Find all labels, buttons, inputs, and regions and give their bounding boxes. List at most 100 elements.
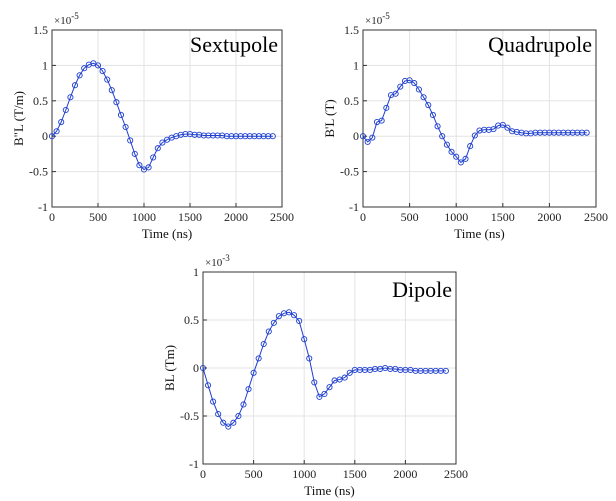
sextupole-point-24	[159, 139, 166, 146]
dipole-ytick-label-1: -0.5	[180, 409, 199, 423]
sextupole-xtick-label-4: 2000	[224, 210, 248, 224]
dipole-point-18	[291, 312, 298, 319]
dipole-point-10	[250, 369, 257, 376]
dipole-point-15	[275, 313, 282, 320]
quadrupole-ytick-label-4: 1	[353, 58, 359, 72]
dipole-series-line	[202, 311, 446, 428]
sextupole-xtick-label-5: 2500	[270, 210, 294, 224]
sextupole-point-32	[196, 131, 203, 138]
quadrupole-ytick-label-1: -0.5	[340, 165, 359, 179]
dipole-point-21	[306, 355, 313, 362]
quadrupole-point-40	[546, 129, 553, 136]
quadrupole-point-18	[443, 141, 450, 148]
sextupole-multiplier: ×10-5	[54, 11, 79, 27]
quadrupole-point-48	[583, 129, 590, 136]
sextupole-ytick-label-3: 0.5	[33, 94, 48, 108]
quadrupole-series	[359, 77, 590, 166]
dipole-ytick-label-3: 0.5	[184, 313, 199, 327]
sextupole-ytick-label-1: -0.5	[29, 165, 48, 179]
sextupole-point-10	[94, 62, 102, 69]
quadrupole-point-45	[569, 129, 576, 136]
sextupole-point-15	[117, 111, 125, 119]
sextupole-point-0	[48, 133, 56, 140]
sextupole-ytick-label-4: 1	[42, 58, 48, 72]
quadrupole-ticks: 0 500 1000 1500 2000 2500 -1 -0.5 0 0.5 1 1.5	[340, 23, 608, 224]
dipole-point-25	[326, 384, 333, 391]
quadrupole-xtick-label-4: 2000	[537, 210, 561, 224]
quadrupole-point-22	[462, 155, 469, 162]
sextupole-point-37	[219, 132, 226, 139]
quadrupole-point-39	[541, 129, 548, 136]
sextupole-point-7	[81, 65, 88, 72]
dipole-xtick-label-1: 500	[245, 467, 263, 481]
quadrupole-point-47	[578, 129, 586, 136]
quadrupole-series-line	[362, 79, 587, 164]
dipole-panel: 0 500 1000 1500 2000 2500 -1 -0.5 0 0.5 1 Dipole T…	[162, 253, 468, 498]
dipole-point-0	[199, 364, 207, 372]
sextupole-ylabel: B"L (T/m)	[11, 91, 26, 146]
dipole-xtick-label-5: 2500	[444, 467, 468, 481]
quadrupole-point-44	[564, 129, 572, 136]
dipole-point-4	[220, 419, 227, 426]
dipole-multiplier-exp: -3	[222, 253, 230, 263]
sextupole-point-35	[209, 132, 217, 139]
quadrupole-point-37	[532, 129, 539, 136]
quadrupole-point-46	[574, 129, 581, 136]
sextupole-point-12	[104, 76, 111, 83]
dipole-multiplier-base: ×10	[205, 257, 223, 269]
sextupole-point-39	[228, 133, 235, 140]
quadrupole-point-17	[439, 133, 446, 140]
dipole-ytick-label-0: -1	[189, 457, 199, 471]
dipole-ytick-label-4: 1	[193, 265, 199, 279]
sextupole-point-44	[251, 133, 258, 140]
sextupole-point-17	[127, 137, 134, 144]
quadrupole-xlabel: Time (ns)	[454, 226, 504, 241]
dipole-series	[199, 309, 449, 430]
quadrupole-point-38	[537, 129, 544, 136]
dipole-point-14	[270, 319, 277, 326]
quadrupole-point-30	[499, 121, 506, 128]
quadrupole-point-25	[476, 127, 483, 134]
sextupole-point-41	[237, 133, 244, 140]
sextupole-point-22	[150, 154, 157, 161]
sextupole-point-30	[186, 131, 194, 138]
sextupole-xtick-label-2: 1000	[132, 210, 156, 224]
sextupole-xtick-label-3: 1500	[178, 210, 202, 224]
sextupole-point-36	[214, 132, 221, 139]
quadrupole-point-14	[425, 101, 432, 109]
dipole-point-3	[215, 411, 222, 418]
sextupole-point-38	[223, 133, 230, 140]
dipole-xlabel: Time (ns)	[304, 483, 354, 498]
quadrupole-panel: 0 500 1000 1500 2000 2500 -1 -0.5 0 0.5 1 1.5 Quadr…	[322, 11, 608, 241]
dipole-point-28	[341, 374, 348, 381]
quadrupole-point-29	[495, 122, 502, 129]
sextupole-series-line	[51, 62, 273, 171]
quadrupole-multiplier: ×10-5	[365, 11, 390, 27]
sextupole-point-13	[108, 87, 115, 94]
dipole-xtick-label-2: 1000	[292, 467, 316, 481]
quadrupole-point-21	[457, 159, 464, 166]
quadrupole-plot-frame	[362, 29, 597, 208]
dipole-point-17	[285, 309, 293, 316]
quadrupole-point-5	[383, 104, 390, 111]
sextupole-point-1	[53, 128, 60, 135]
dipole-point-20	[301, 336, 308, 343]
quadrupole-point-9	[401, 77, 408, 85]
sextupole-xlabel: Time (ns)	[142, 226, 192, 241]
quadrupole-point-7	[392, 90, 399, 97]
quadrupole-point-41	[551, 129, 558, 136]
sextupole-point-31	[191, 131, 198, 138]
quadrupole-point-42	[555, 129, 562, 136]
quadrupole-point-11	[411, 80, 418, 87]
quadrupole-point-23	[467, 143, 474, 150]
sextupole-point-28	[177, 131, 184, 138]
sextupole-point-33	[200, 132, 207, 139]
quadrupole-point-33	[513, 128, 520, 136]
dipole-point-9	[245, 386, 252, 393]
quadrupole-title: Quadrupole	[488, 32, 592, 57]
sextupole-point-34	[205, 132, 212, 139]
quadrupole-point-8	[397, 83, 404, 90]
sextupole-point-45	[255, 133, 263, 140]
sextupole-point-5	[71, 82, 79, 89]
